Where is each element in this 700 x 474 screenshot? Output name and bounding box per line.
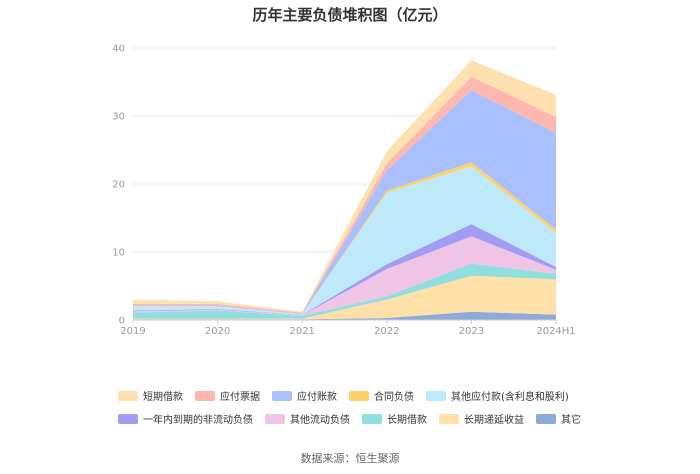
- x-tick-label: 2021: [289, 326, 314, 337]
- legend-item[interactable]: 其它: [536, 411, 581, 426]
- legend-label: 应付账款: [297, 392, 337, 403]
- legend-item[interactable]: 应付账款: [272, 388, 337, 403]
- area-series-短期借款: [133, 60, 556, 313]
- legend-swatch: [349, 390, 369, 401]
- data-source-note: 数据来源：恒生聚源: [300, 452, 400, 465]
- area-series-其它: [133, 311, 556, 320]
- legend-label: 其他应付款(含利息和股利): [451, 392, 569, 403]
- area-series-长期借款: [133, 263, 556, 319]
- legend-label: 合同负债: [374, 392, 414, 403]
- y-tick-label: 20: [112, 180, 125, 191]
- legend-swatch: [362, 413, 382, 424]
- legend-item[interactable]: 合同负债: [349, 388, 414, 403]
- legend-swatch: [439, 413, 459, 424]
- y-tick-label: 0: [119, 316, 125, 327]
- legend-label: 应付票据: [220, 392, 260, 403]
- legend-swatch: [272, 390, 292, 401]
- area-series-应付账款: [133, 90, 556, 314]
- legend-swatch: [118, 413, 138, 424]
- area-series-其他流动负债: [133, 236, 556, 316]
- area-series-长期递延收益: [133, 275, 556, 320]
- legend-item[interactable]: 短期借款: [118, 388, 183, 403]
- legend-label: 长期递延收益: [464, 415, 524, 426]
- x-tick-label: 2022: [374, 326, 399, 337]
- legend-item[interactable]: 一年内到期的非流动负债: [118, 411, 253, 426]
- legend-label: 其它: [561, 415, 581, 426]
- legend-swatch: [426, 390, 446, 401]
- y-tick-label: 10: [112, 248, 125, 259]
- x-tick-label: 2023: [459, 326, 484, 337]
- x-tick-label: 2020: [205, 326, 230, 337]
- legend-label: 长期借款: [387, 415, 427, 426]
- stacked-area-chart: 0 10 20 30 40 2019 2020 2021 2022 2023 2024H1: [112, 44, 575, 338]
- legend-item[interactable]: 其他流动负债: [265, 411, 350, 426]
- legend-label: 其他流动负债: [290, 415, 350, 426]
- legend-swatch: [195, 390, 215, 401]
- legend: 短期借款 应付票据 应付账款 合同负债 其他应付款(含利息和股利) 一年内到期的非流动负债…: [118, 388, 588, 426]
- legend-label: 一年内到期的非流动负债: [143, 415, 253, 426]
- legend-swatch: [536, 413, 556, 424]
- legend-item[interactable]: 长期借款: [362, 411, 427, 426]
- area-series-应付票据: [133, 76, 556, 314]
- legend-swatch: [265, 413, 285, 424]
- axes: 0 10 20 30 40 2019 2020 2021 2022 2023 2024H1: [112, 44, 575, 338]
- legend-item[interactable]: 应付票据: [195, 388, 260, 403]
- legend-item[interactable]: 其他应付款(含利息和股利): [426, 388, 569, 403]
- x-tick-label: 2024H1: [536, 326, 575, 337]
- x-tick-label: 2019: [120, 326, 145, 337]
- area-series-layer: [133, 60, 556, 320]
- chart-title: 历年主要负债堆积图（亿元）: [252, 6, 448, 24]
- legend-label: 短期借款: [143, 392, 183, 403]
- legend-item[interactable]: 长期递延收益: [439, 411, 524, 426]
- y-tick-label: 40: [112, 44, 125, 55]
- area-series-其他应付款(含利息和股利): [133, 166, 556, 315]
- y-tick-label: 30: [112, 112, 125, 123]
- legend-swatch: [118, 390, 138, 401]
